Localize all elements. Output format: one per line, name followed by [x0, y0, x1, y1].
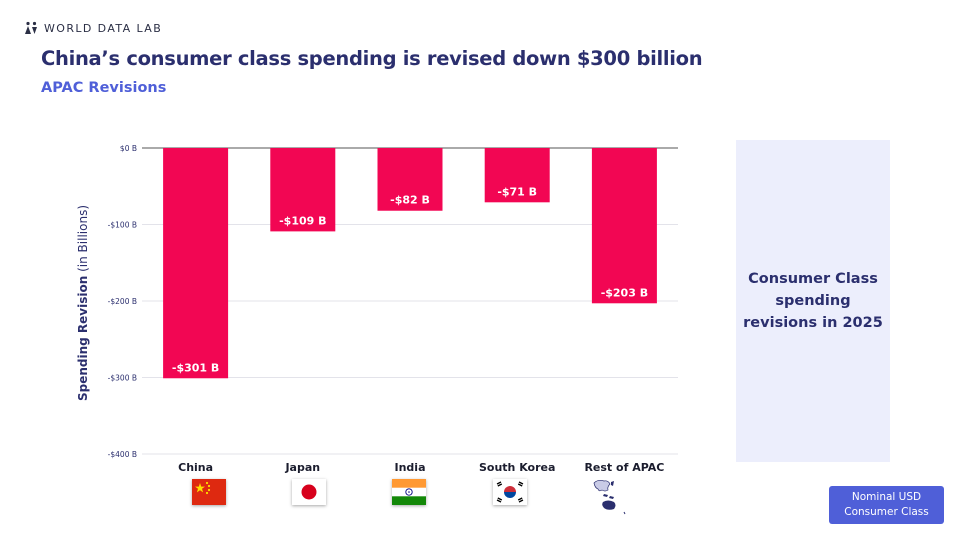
- y-tick-label: -$300 B: [108, 374, 137, 383]
- china-flag-icon: [192, 479, 226, 505]
- bar-data-label: -$71 B: [497, 185, 537, 198]
- y-tick-label: -$400 B: [108, 450, 137, 459]
- india-flag-icon: [392, 479, 426, 505]
- bar-data-label: -$203 B: [601, 286, 648, 299]
- side-panel: Consumer Class spending revisions in 202…: [736, 140, 890, 462]
- page-subtitle: APAC Revisions: [41, 80, 167, 96]
- page-title: China’s consumer class spending is revis…: [41, 47, 703, 70]
- brand-name: WORLD DATA LAB: [44, 21, 163, 35]
- x-category-label: South Korea: [479, 461, 555, 474]
- side-panel-text: Consumer Class spending revisions in 202…: [743, 271, 883, 331]
- y-tick-label: -$100 B: [108, 221, 137, 230]
- x-category-label: India: [395, 461, 426, 474]
- x-category-label: Rest of APAC: [584, 461, 664, 474]
- nominal-usd-badge: Nominal USD Consumer Class: [829, 486, 944, 524]
- badge-line-1: Nominal USD: [851, 491, 922, 503]
- bar-data-label: -$109 B: [279, 214, 326, 227]
- bar-data-label: -$301 B: [172, 361, 219, 374]
- japan-flag-icon: [292, 479, 326, 505]
- brand: WORLD DATA LAB: [24, 21, 162, 35]
- x-category-label: Japan: [284, 461, 320, 474]
- x-category-label: China: [178, 461, 213, 474]
- badge-line-2: Consumer Class: [844, 506, 929, 518]
- bar: [484, 148, 550, 203]
- south-korea-flag-icon: [493, 479, 527, 505]
- bar: [377, 148, 443, 211]
- bar: [270, 148, 336, 232]
- world-data-lab-logo-icon: [25, 21, 37, 34]
- y-tick-label: $0 B: [120, 144, 137, 153]
- bar: [591, 148, 657, 304]
- y-tick-label: -$200 B: [108, 297, 137, 306]
- apac-map-icon: [590, 477, 630, 515]
- bar: [163, 148, 229, 379]
- bar-data-label: -$82 B: [390, 194, 430, 207]
